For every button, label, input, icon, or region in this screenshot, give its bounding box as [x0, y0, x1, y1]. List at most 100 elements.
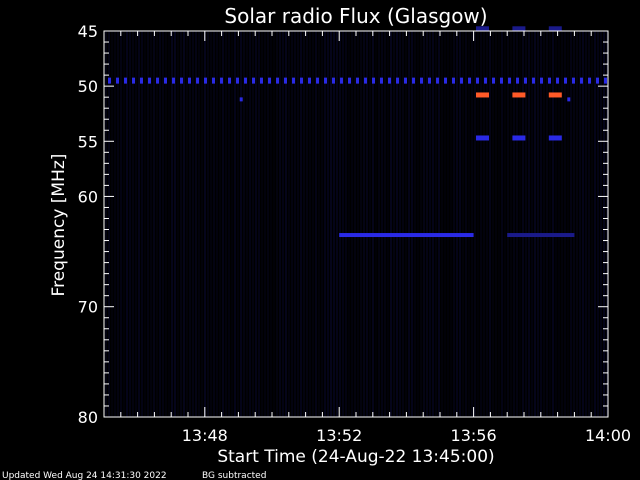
noise-streak	[315, 31, 317, 417]
interference-band-dash	[316, 77, 319, 84]
noise-streak	[291, 31, 293, 417]
noise-streak	[201, 31, 203, 417]
noise-streak	[450, 31, 452, 417]
noise-streak	[435, 31, 437, 417]
noise-streak	[465, 31, 467, 417]
noise-streak	[468, 31, 470, 417]
noise-streak	[363, 31, 365, 417]
noise-streak	[357, 31, 359, 417]
noise-streak	[255, 31, 257, 417]
interference-band-dash	[548, 77, 551, 84]
noise-streak	[348, 31, 350, 417]
axes: 45 50 55 60 70 80 13:48 13:52 13:56 14:00	[78, 22, 631, 445]
noise-streak	[252, 31, 254, 417]
noise-streak	[276, 31, 278, 417]
hot-marks-mark	[476, 92, 489, 98]
noise-streak	[441, 31, 443, 417]
noise-streak	[372, 31, 374, 417]
noise-streak	[492, 31, 494, 417]
noise-streak	[453, 31, 455, 417]
blue-marks-55-mark	[512, 135, 526, 141]
interference-band-dash	[572, 77, 575, 84]
noise-streak	[168, 31, 170, 417]
noise-streak	[531, 31, 533, 417]
noise-streak	[396, 31, 398, 417]
noise-streak	[138, 31, 140, 417]
noise-streak	[522, 31, 524, 417]
noise-streak	[387, 31, 389, 417]
noise-streak	[456, 31, 458, 417]
noise-streak	[150, 31, 152, 417]
interference-band-dash	[124, 77, 127, 84]
interference-band-dash	[380, 77, 383, 84]
interference-band-dash	[292, 77, 295, 84]
y-tick-label: 50	[78, 77, 98, 96]
noise-streak	[585, 31, 587, 417]
noise-streak	[381, 31, 383, 417]
noise-streak	[219, 31, 221, 417]
interference-band-dash	[356, 77, 359, 84]
interference-band-dash	[348, 77, 351, 84]
interference-band-dash	[300, 77, 303, 84]
interference-band-dash	[412, 77, 415, 84]
interference-band-dash	[388, 77, 391, 84]
noise-streak	[234, 31, 236, 417]
interference-band-dash	[604, 77, 607, 84]
noise-streak	[318, 31, 320, 417]
noise-streak	[432, 31, 434, 417]
interference-band-dash	[436, 77, 439, 84]
noise-streak	[300, 31, 302, 417]
interference-band-dash	[196, 77, 199, 84]
noise-streak	[246, 31, 248, 417]
y-tick-label: 45	[78, 22, 98, 41]
noise-streak	[198, 31, 200, 417]
noise-streak	[384, 31, 386, 417]
noise-streak	[489, 31, 491, 417]
noise-streak	[303, 31, 305, 417]
noise-streak	[222, 31, 224, 417]
noise-streak	[480, 31, 482, 417]
interference-band-dash	[140, 77, 143, 84]
noise-streak	[588, 31, 590, 417]
noise-streak	[105, 31, 107, 417]
noise-streak	[375, 31, 377, 417]
blue-marks-45-mark	[512, 26, 526, 32]
interference-band-dash	[116, 77, 119, 84]
y-tick-label: 80	[78, 408, 98, 427]
noise-streak	[264, 31, 266, 417]
noise-streak	[393, 31, 395, 417]
interference-band-dash	[220, 77, 223, 84]
dots-point	[239, 97, 243, 102]
noise-streak	[564, 31, 566, 417]
noise-streak	[213, 31, 215, 417]
noise-streak	[180, 31, 182, 417]
noise-streak	[582, 31, 584, 417]
noise-streak	[417, 31, 419, 417]
interference-band-dash	[156, 77, 159, 84]
noise-streak	[270, 31, 272, 417]
noise-streak	[399, 31, 401, 417]
interference-band-dash	[444, 77, 447, 84]
noise-streak	[156, 31, 158, 417]
interference-band-dash	[404, 77, 407, 84]
hot-marks-mark	[548, 92, 562, 98]
noise-streak	[177, 31, 179, 417]
interference-band-dash	[204, 77, 207, 84]
interference-band-dash	[284, 77, 287, 84]
noise-streak	[204, 31, 206, 417]
noise-streak	[237, 31, 239, 417]
noise-streak	[513, 31, 515, 417]
noise-streak	[225, 31, 227, 417]
footer-bg-note: BG subtracted	[202, 471, 266, 480]
noise-streak	[546, 31, 548, 417]
noise-streak	[336, 31, 338, 417]
noise-streak	[483, 31, 485, 417]
noise-streak	[444, 31, 446, 417]
interference-band-dash	[340, 77, 343, 84]
noise-streak	[231, 31, 233, 417]
noise-streak	[282, 31, 284, 417]
interference-band-dash	[396, 77, 399, 84]
interference-band-dash	[588, 77, 591, 84]
noise-streak	[327, 31, 329, 417]
noise-streak	[297, 31, 299, 417]
